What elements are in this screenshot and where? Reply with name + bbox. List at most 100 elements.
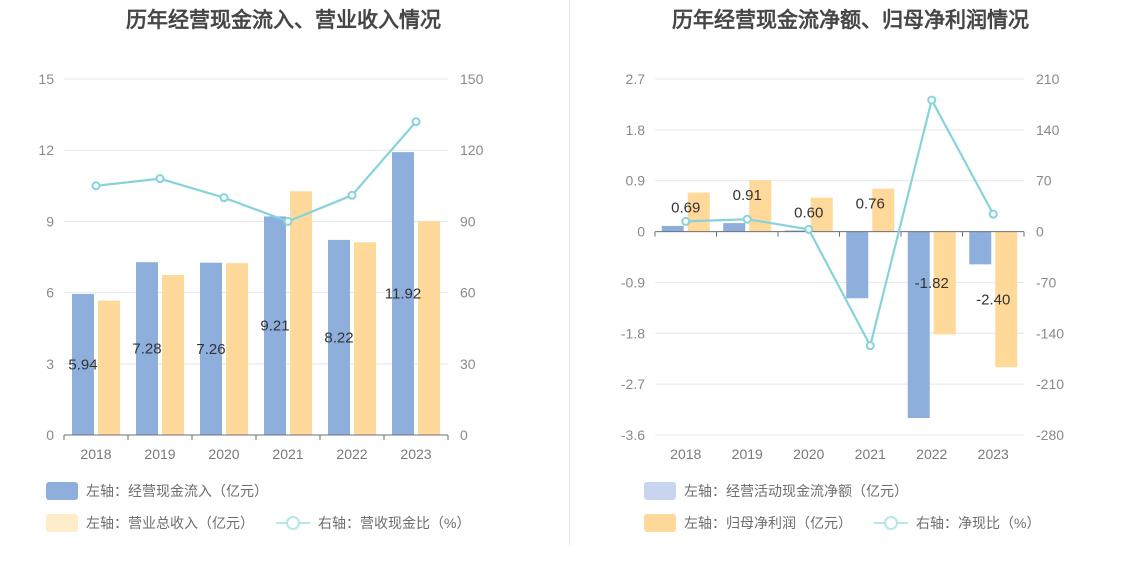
line-point <box>742 214 752 224</box>
legend-label: 右轴：营收现金比（%） <box>318 515 471 531</box>
legend-item-revenue[interactable]: 左轴：营业总收入（亿元） <box>46 513 254 533</box>
bar <box>392 152 414 435</box>
legend-row-1: 左轴：经营现金流入（亿元） <box>46 481 290 501</box>
y-tick-left: 0.9 <box>626 173 646 189</box>
line-point <box>988 209 998 219</box>
y-tick-right: 70 <box>1036 173 1052 189</box>
x-tick-label: 2022 <box>916 446 947 462</box>
legend-item-cash-inflow[interactable]: 左轴：经营现金流入（亿元） <box>46 481 268 501</box>
y-tick-left: 0 <box>637 224 645 240</box>
y-tick-right: 60 <box>460 285 476 301</box>
panel-divider <box>569 0 570 545</box>
bar <box>354 242 376 435</box>
x-tick-label: 2021 <box>855 446 886 462</box>
bar <box>810 197 833 232</box>
bar <box>72 294 94 435</box>
x-tick-label: 2020 <box>208 446 239 462</box>
data-label: 7.28 <box>132 341 161 358</box>
line-point <box>865 341 875 351</box>
bar <box>995 231 1018 368</box>
y-tick-right: -210 <box>1036 376 1064 392</box>
line-series <box>95 120 417 223</box>
y-tick-right: 140 <box>1036 122 1060 138</box>
bar <box>846 231 869 299</box>
x-tick-label: 2019 <box>144 446 175 462</box>
y-tick-right: 90 <box>460 213 476 229</box>
line-point <box>804 224 814 234</box>
legend-row-2: 左轴：归母净利润（亿元） 右轴：净现比（%） <box>644 513 1062 533</box>
line-point <box>347 190 357 200</box>
y-tick-left: 6 <box>46 285 54 301</box>
y-tick-right: -140 <box>1036 325 1064 341</box>
x-tick-label: 2019 <box>732 446 763 462</box>
bar <box>200 262 222 435</box>
data-label: 0.91 <box>733 187 762 204</box>
data-label: 0.76 <box>856 196 885 213</box>
bar <box>784 230 807 232</box>
legend-label: 右轴：净现比（%） <box>916 515 1041 531</box>
data-label: 9.21 <box>260 318 289 335</box>
line-point <box>681 216 691 226</box>
legend-label: 左轴：营业总收入（亿元） <box>86 515 254 531</box>
legend-item-net-profit[interactable]: 左轴：归母净利润（亿元） <box>644 513 852 533</box>
legend-line-icon <box>276 516 310 530</box>
legend-swatch <box>46 482 78 500</box>
bar <box>723 223 746 232</box>
y-tick-left: -0.9 <box>621 274 645 290</box>
y-tick-right: 0 <box>460 427 468 443</box>
x-tick-label: 2018 <box>670 446 701 462</box>
legend-item-revenue-cash-ratio[interactable]: 右轴：营收现金比（%） <box>276 513 470 533</box>
line-point <box>219 193 229 203</box>
y-tick-left: 1.8 <box>626 122 646 138</box>
bar <box>933 231 956 335</box>
chart-panel-net-cashflow-profit: 历年经营现金流净额、归母净利润情况 2.7 1.8 0.9 0 -0.9 -1.8 -2.7… <box>567 0 1134 582</box>
bar <box>264 216 286 435</box>
y-tick-left: 9 <box>46 213 54 229</box>
legend-swatch <box>644 514 676 532</box>
bar <box>226 263 248 435</box>
bar <box>136 262 158 435</box>
chart-title: 历年经营现金流入、营业收入情况 <box>126 9 441 32</box>
chart-title: 历年经营现金流净额、归母净利润情况 <box>672 9 1029 32</box>
legend-item-net-operating-cashflow[interactable]: 左轴：经营活动现金流净额（亿元） <box>644 481 908 501</box>
line-series <box>685 97 995 349</box>
data-label: 0.60 <box>794 205 823 222</box>
bar <box>907 231 930 419</box>
x-tick-label: 2020 <box>793 446 824 462</box>
y-tick-right: 30 <box>460 356 476 372</box>
data-label: 5.94 <box>68 357 97 374</box>
legend-swatch <box>644 482 676 500</box>
legend-line-icon <box>874 516 908 530</box>
y-tick-left: 2.7 <box>626 71 646 87</box>
legend-swatch <box>46 514 78 532</box>
bar <box>749 180 772 232</box>
data-label: 11.92 <box>385 286 421 303</box>
chart-panel-cashflow-revenue: 历年经营现金流入、营业收入情况 0 3 6 9 12 15 0 30 60 90 120 150 201… <box>38 9 484 533</box>
y-tick-right: 150 <box>460 71 484 87</box>
bar <box>418 221 440 435</box>
y-tick-left: -1.8 <box>621 325 645 341</box>
y-tick-left: -2.7 <box>621 376 645 392</box>
bar <box>872 188 895 232</box>
x-tick-label: 2023 <box>978 446 1009 462</box>
x-tick-label: 2021 <box>272 446 303 462</box>
data-label: -2.40 <box>976 291 1010 308</box>
data-label: 8.22 <box>324 329 353 346</box>
line-point <box>411 117 421 127</box>
bar <box>969 231 992 265</box>
y-tick-right: 210 <box>1036 71 1060 87</box>
y-tick-left: 12 <box>38 142 54 158</box>
line-point <box>927 95 937 105</box>
line-point <box>155 174 165 184</box>
bar <box>162 275 184 435</box>
bar <box>290 191 312 435</box>
legend-item-net-cash-ratio[interactable]: 右轴：净现比（%） <box>874 513 1040 533</box>
x-tick-label: 2018 <box>80 446 111 462</box>
line-point <box>283 216 293 226</box>
line-point <box>91 181 101 191</box>
legend-row-1: 左轴：经营活动现金流净额（亿元） <box>644 481 930 501</box>
bar <box>98 300 120 435</box>
chart-plot-area: 2.7 1.8 0.9 0 -0.9 -1.8 -2.7 -3.6 210 140 70 0 -70 -1… <box>621 71 1064 462</box>
data-label: -1.82 <box>915 275 949 292</box>
